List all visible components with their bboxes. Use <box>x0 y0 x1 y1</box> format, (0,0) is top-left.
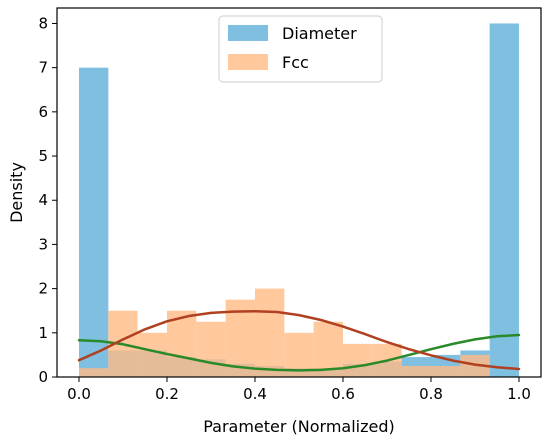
legend-label-fcc: Fcc <box>282 53 309 72</box>
y-tick-label: 3 <box>38 235 48 253</box>
plot-frame <box>56 7 542 378</box>
y-tick-label: 1 <box>38 324 48 342</box>
x-tick-label: 0.2 <box>155 385 179 403</box>
bar-fcc-2 <box>137 332 167 377</box>
density-curve-0 <box>77 333 521 372</box>
legend-swatch-fcc <box>228 54 268 70</box>
histogram-bars <box>79 23 519 377</box>
bar-diameter-0 <box>79 67 109 377</box>
y-axis-label: Density <box>7 162 26 223</box>
bar-fcc-12 <box>431 365 461 377</box>
y-tick-label: 0 <box>38 368 48 386</box>
x-tick-label: 0.6 <box>331 385 355 403</box>
y-tick-label: 8 <box>38 14 48 32</box>
bar-fcc-6 <box>255 288 285 377</box>
density-curves <box>77 309 521 372</box>
x-axis-ticks: 0.0 0.2 0.4 0.6 0.8 1.0 <box>67 377 531 403</box>
y-tick-label: 4 <box>38 191 48 209</box>
bar-fcc-0 <box>79 368 109 377</box>
x-tick-label: 1.0 <box>507 385 531 403</box>
legend: Diameter Fcc <box>218 15 383 83</box>
legend-label-diameter: Diameter <box>282 24 357 43</box>
y-tick-label: 7 <box>38 59 48 77</box>
bar-fcc-11 <box>401 365 431 377</box>
y-tick-label: 5 <box>38 147 48 165</box>
y-tick-label: 2 <box>38 280 48 298</box>
legend-swatch-diameter <box>228 25 268 41</box>
density-curve-1 <box>77 309 521 371</box>
x-tick-label: 0.8 <box>419 385 443 403</box>
x-tick-label: 0.4 <box>243 385 267 403</box>
x-tick-label: 0.0 <box>67 385 91 403</box>
y-axis-ticks: 0 1 2 3 4 5 6 7 8 <box>38 14 57 386</box>
bar-fcc-13 <box>460 354 490 377</box>
bar-fcc-9 <box>343 343 373 377</box>
bar-fcc-4 <box>196 321 226 377</box>
x-axis-label: Parameter (Normalized) <box>203 417 395 436</box>
y-tick-label: 6 <box>38 103 48 121</box>
bar-diameter-14 <box>489 23 519 377</box>
bar-fcc-3 <box>167 310 197 377</box>
